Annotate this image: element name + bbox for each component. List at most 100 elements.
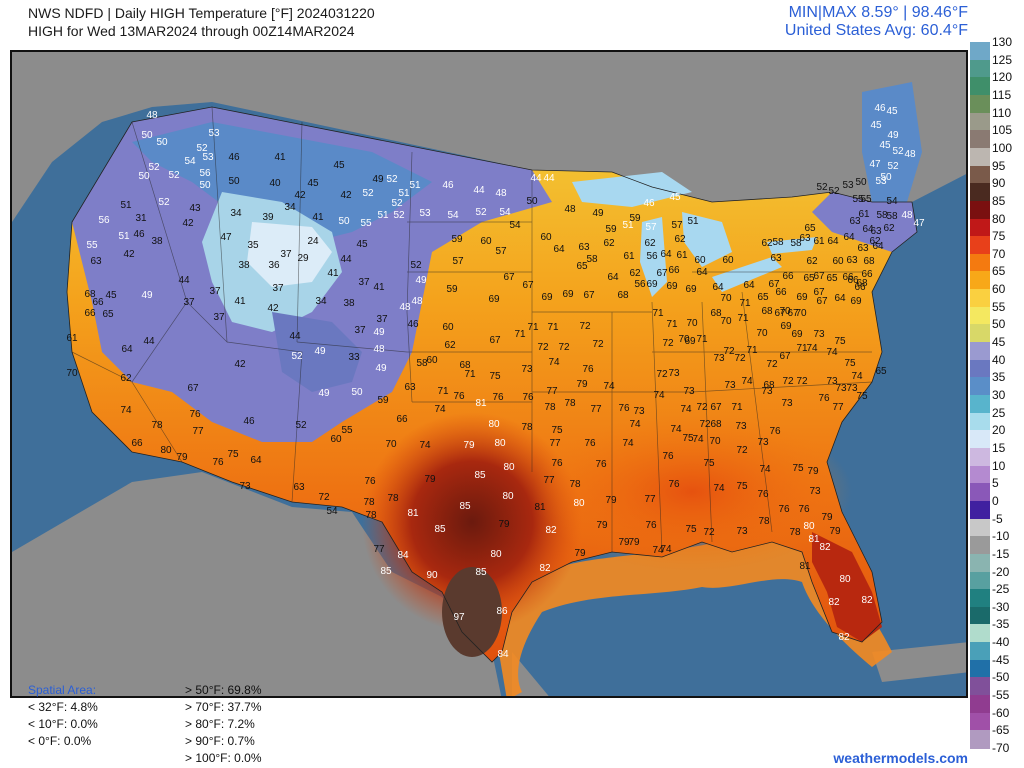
temp-label: 54 bbox=[447, 210, 459, 221]
temp-label: 37 bbox=[272, 283, 284, 294]
temp-label: 56 bbox=[98, 215, 110, 226]
temp-label: 70 bbox=[756, 328, 768, 339]
temp-label: 75 bbox=[551, 425, 563, 436]
temp-label: 41 bbox=[312, 212, 324, 223]
temp-label: 61 bbox=[813, 236, 825, 247]
temp-label: 76 bbox=[492, 392, 504, 403]
temp-label: 49 bbox=[373, 327, 385, 338]
temp-label: 78 bbox=[365, 510, 377, 521]
temp-label: 66 bbox=[861, 269, 873, 280]
temp-label: 85 bbox=[434, 524, 446, 535]
stat-below-10: < 10°F: 0.0% bbox=[28, 717, 98, 731]
temp-label: 60 bbox=[832, 256, 844, 267]
temp-label: 52 bbox=[196, 143, 208, 154]
temp-label: 76 bbox=[662, 451, 674, 462]
spatial-area-title: Spatial Area: bbox=[28, 683, 97, 697]
temp-label: 50 bbox=[228, 176, 240, 187]
temp-label: 78 bbox=[758, 516, 770, 527]
temp-label: 74 bbox=[622, 438, 634, 449]
colorbar-tick-label: -40 bbox=[992, 635, 1010, 650]
temp-label: 73 bbox=[736, 526, 748, 537]
map-basemap bbox=[12, 52, 966, 696]
temp-label: 37 bbox=[209, 286, 221, 297]
temp-label: 34 bbox=[284, 202, 296, 213]
temp-label: 73 bbox=[724, 380, 736, 391]
temp-label: 51 bbox=[409, 180, 421, 191]
temp-label: 64 bbox=[862, 224, 874, 235]
temp-label: 70 bbox=[385, 439, 397, 450]
colorbar-tick-label: -55 bbox=[992, 688, 1010, 703]
temp-label: 72 bbox=[736, 445, 748, 456]
temp-label: 50 bbox=[199, 180, 211, 191]
temp-label: 43 bbox=[189, 203, 201, 214]
temp-label: 67 bbox=[816, 296, 828, 307]
temp-label: 67 bbox=[768, 279, 780, 290]
temp-label: 58 bbox=[772, 237, 784, 248]
temp-label: 84 bbox=[397, 550, 409, 561]
temp-label: 76 bbox=[189, 409, 201, 420]
colorbar-segment bbox=[970, 465, 990, 485]
temp-label: 67 bbox=[522, 280, 534, 291]
temp-label: 66 bbox=[782, 271, 794, 282]
temp-label: 62 bbox=[674, 234, 686, 245]
colorbar-tick-label: 10 bbox=[992, 458, 1006, 473]
temp-label: 67 bbox=[813, 287, 825, 298]
colorbar-segment bbox=[970, 677, 990, 697]
temp-label: 51 bbox=[118, 231, 130, 242]
colorbar-tick-label: 115 bbox=[992, 87, 1012, 102]
temp-label: 70 bbox=[686, 318, 698, 329]
temp-label: 44 bbox=[340, 254, 352, 265]
temp-label: 79 bbox=[576, 379, 588, 390]
temp-label: 65 bbox=[102, 309, 114, 320]
temp-label: 66 bbox=[131, 438, 143, 449]
temp-label: 62 bbox=[761, 238, 773, 249]
temp-label: 54 bbox=[499, 207, 511, 218]
temp-label: 74 bbox=[120, 405, 132, 416]
temp-label: 55 bbox=[852, 194, 864, 205]
temp-label: 73 bbox=[809, 486, 821, 497]
temp-label: 78 bbox=[363, 497, 375, 508]
temp-label: 62 bbox=[603, 238, 615, 249]
temp-label: 63 bbox=[404, 382, 416, 393]
temp-label: 79 bbox=[574, 548, 586, 559]
temp-label: 71 bbox=[737, 313, 749, 324]
temp-label: 66 bbox=[668, 265, 680, 276]
temp-label: 65 bbox=[826, 273, 838, 284]
temp-label: 74 bbox=[759, 464, 771, 475]
temp-label: 72 bbox=[537, 342, 549, 353]
stat-below-32: < 32°F: 4.8% bbox=[28, 700, 98, 714]
temp-label: 66 bbox=[396, 414, 408, 425]
temp-label: 90 bbox=[426, 570, 438, 581]
temp-label: 63 bbox=[770, 253, 782, 264]
temp-label: 77 bbox=[546, 386, 558, 397]
temp-label: 75 bbox=[227, 449, 239, 460]
temp-label: 69 bbox=[562, 289, 574, 300]
temp-label: 69 bbox=[791, 329, 803, 340]
temp-label: 74 bbox=[603, 381, 615, 392]
temp-label: 76 bbox=[522, 392, 534, 403]
temp-label: 50 bbox=[880, 172, 892, 183]
temp-label: 70 bbox=[720, 316, 732, 327]
temp-label: 75 bbox=[736, 481, 748, 492]
colorbar-tick-label: 130 bbox=[992, 35, 1013, 49]
temp-label: 77 bbox=[192, 426, 204, 437]
temp-label: 50 bbox=[351, 387, 363, 398]
temp-label: 49 bbox=[887, 130, 899, 141]
colorbar-tick-label: -30 bbox=[992, 599, 1010, 614]
temp-label: 71 bbox=[514, 329, 526, 340]
temp-label: 70 bbox=[779, 306, 791, 317]
colorbar-tick-label: -35 bbox=[992, 617, 1010, 632]
temp-label: 72 bbox=[656, 369, 668, 380]
temp-label: 79 bbox=[618, 537, 630, 548]
temp-label: 52 bbox=[887, 161, 899, 172]
temp-label: 42 bbox=[340, 190, 352, 201]
temp-label: 74 bbox=[660, 544, 672, 555]
temp-label: 58 bbox=[790, 238, 802, 249]
temp-label: 68 bbox=[617, 290, 629, 301]
temp-label: 63 bbox=[578, 242, 590, 253]
temp-label: 49 bbox=[372, 174, 384, 185]
temp-label: 77 bbox=[373, 544, 385, 555]
temp-label: 66 bbox=[775, 287, 787, 298]
temp-label: 81 bbox=[407, 508, 419, 519]
temp-label: 76 bbox=[757, 489, 769, 500]
